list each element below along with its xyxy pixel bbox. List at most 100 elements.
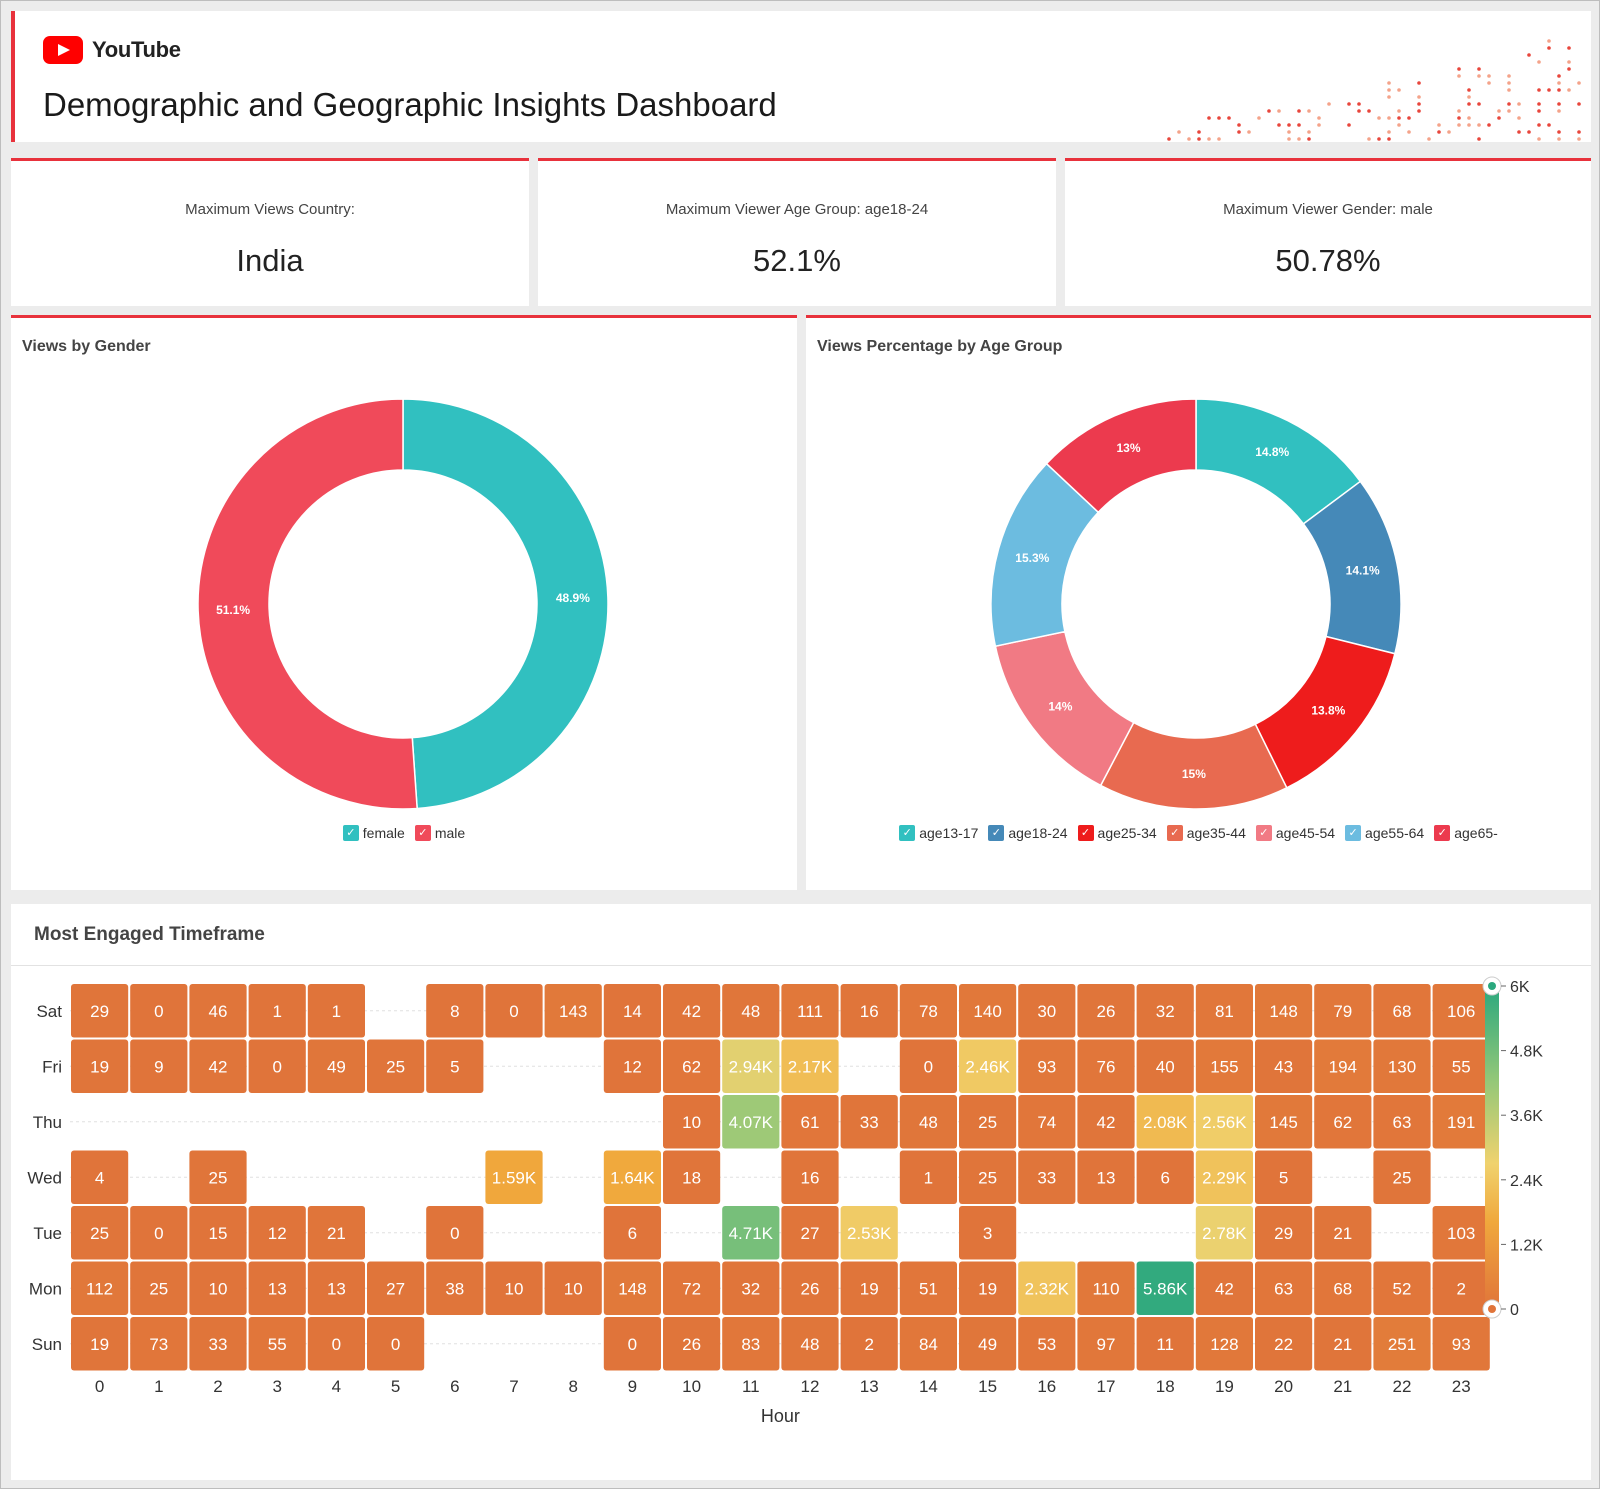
heatmap-cell[interactable] [1195,1039,1253,1094]
heatmap-cell[interactable] [663,1095,721,1149]
heatmap-cell[interactable] [1077,1039,1135,1094]
heatmap-cell[interactable] [544,984,602,1038]
heatmap-cell[interactable] [130,1039,188,1094]
legend-item-age65-[interactable]: ✓ age65- [1434,825,1498,841]
heatmap-cell[interactable] [603,1317,661,1371]
heatmap-cell[interactable] [71,1206,129,1260]
heatmap-cell[interactable] [1195,1150,1253,1205]
heatmap-cell[interactable] [367,1317,425,1371]
heatmap-cell[interactable] [1373,1261,1431,1316]
heatmap-cell[interactable] [307,1317,365,1371]
heatmap-cell[interactable] [663,984,721,1038]
heatmap-cell[interactable] [307,1261,365,1316]
heatmap-cell[interactable] [722,984,780,1038]
heatmap-cell[interactable] [840,1095,898,1149]
heatmap-cell[interactable] [426,1261,484,1316]
heatmap-cell[interactable] [663,1317,721,1371]
heatmap-cell[interactable] [189,1039,247,1094]
heatmap-cell[interactable] [426,1206,484,1260]
legend-item-age35-44[interactable]: ✓ age35-44 [1166,825,1246,841]
heatmap-cell[interactable] [1136,1261,1194,1316]
heatmap-cell[interactable] [367,1039,425,1094]
heatmap-cell[interactable] [899,1317,957,1371]
heatmap-cell[interactable] [840,1261,898,1316]
heatmap-cell[interactable] [722,1095,780,1149]
heatmap-cell[interactable] [1195,1206,1253,1260]
heatmap-cell[interactable] [485,984,543,1038]
donut-slice-age65-[interactable] [1045,398,1197,514]
heatmap-cell[interactable] [959,1150,1017,1205]
heatmap-cell[interactable] [1077,984,1135,1038]
heatmap-cell[interactable] [189,1317,247,1371]
heatmap-cell[interactable] [959,1317,1017,1371]
heatmap-cell[interactable] [1373,1150,1431,1205]
donut-slice-female[interactable] [402,398,609,810]
heatmap-cell[interactable] [1314,1039,1372,1094]
heatmap-cell[interactable] [1195,1317,1253,1371]
heatmap-cell[interactable] [71,984,129,1038]
heatmap-cell[interactable] [189,1150,247,1205]
legend-item-male[interactable]: ✓ male [414,825,465,841]
heatmap-cell[interactable] [959,984,1017,1038]
heatmap-cell[interactable] [781,984,839,1038]
heatmap-cell[interactable] [130,1206,188,1260]
heatmap-cell[interactable] [544,1261,602,1316]
heatmap-cell[interactable] [603,1261,661,1316]
heatmap-cell[interactable] [603,1039,661,1094]
heatmap-cell[interactable] [1195,1261,1253,1316]
heatmap-cell[interactable] [248,1261,306,1316]
heatmap-cell[interactable] [71,1317,129,1371]
heatmap-cell[interactable] [959,1095,1017,1149]
heatmap-cell[interactable] [1373,984,1431,1038]
heatmap-cell[interactable] [899,1039,957,1094]
legend-item-age55-64[interactable]: ✓ age55-64 [1345,825,1424,841]
heatmap-cell[interactable] [603,1150,661,1205]
heatmap-cell[interactable] [899,984,957,1038]
donut-slice-age35-44[interactable] [1099,721,1288,810]
heatmap-cell[interactable] [663,1150,721,1205]
heatmap-cell[interactable] [781,1317,839,1371]
heatmap-cell[interactable] [307,1206,365,1260]
heatmap-cell[interactable] [1018,1150,1076,1205]
heatmap-cell[interactable] [71,1150,129,1205]
heatmap-cell[interactable] [1373,1317,1431,1371]
heatmap-cell[interactable] [307,984,365,1038]
heatmap-cell[interactable] [1314,1095,1372,1149]
legend-item-age25-34[interactable]: ✓ age25-34 [1077,825,1157,841]
heatmap-cell[interactable] [1432,1206,1490,1260]
heatmap-cell[interactable] [1136,1317,1194,1371]
heatmap-cell[interactable] [1373,1095,1431,1149]
heatmap-cell[interactable] [1195,1095,1253,1149]
legend-item-age18-24[interactable]: ✓ age18-24 [988,825,1068,841]
heatmap-cell[interactable] [781,1095,839,1149]
heatmap-cell[interactable] [248,1039,306,1094]
heatmap-cell[interactable] [1195,984,1253,1038]
heatmap-cell[interactable] [1136,1150,1194,1205]
heatmap-cell[interactable] [1255,1039,1313,1094]
heatmap-cell[interactable] [840,984,898,1038]
heatmap-cell[interactable] [1077,1150,1135,1205]
legend-item-female[interactable]: ✓ female [342,825,405,841]
heatmap-cell[interactable] [1077,1261,1135,1316]
heatmap-cell[interactable] [426,1039,484,1094]
heatmap-cell[interactable] [1432,1095,1490,1149]
heatmap-cell[interactable] [899,1150,957,1205]
heatmap-cell[interactable] [1077,1095,1135,1149]
heatmap-cell[interactable] [1432,1039,1490,1094]
heatmap-cell[interactable] [722,1317,780,1371]
heatmap-cell[interactable] [959,1261,1017,1316]
heatmap-cell[interactable] [485,1150,543,1205]
heatmap-cell[interactable] [663,1261,721,1316]
heatmap-cell[interactable] [189,1261,247,1316]
heatmap-cell[interactable] [1432,984,1490,1038]
heatmap-cell[interactable] [1314,984,1372,1038]
heatmap-cell[interactable] [71,1039,129,1094]
heatmap-cell[interactable] [189,1206,247,1260]
heatmap-cell[interactable] [603,1206,661,1260]
heatmap-cell[interactable] [781,1261,839,1316]
heatmap-cell[interactable] [899,1095,957,1149]
legend-item-age45-54[interactable]: ✓ age45-54 [1255,825,1335,841]
heatmap-cell[interactable] [1314,1206,1372,1260]
legend-item-age13-17[interactable]: ✓ age13-17 [899,825,978,841]
heatmap-cell[interactable] [130,1261,188,1316]
